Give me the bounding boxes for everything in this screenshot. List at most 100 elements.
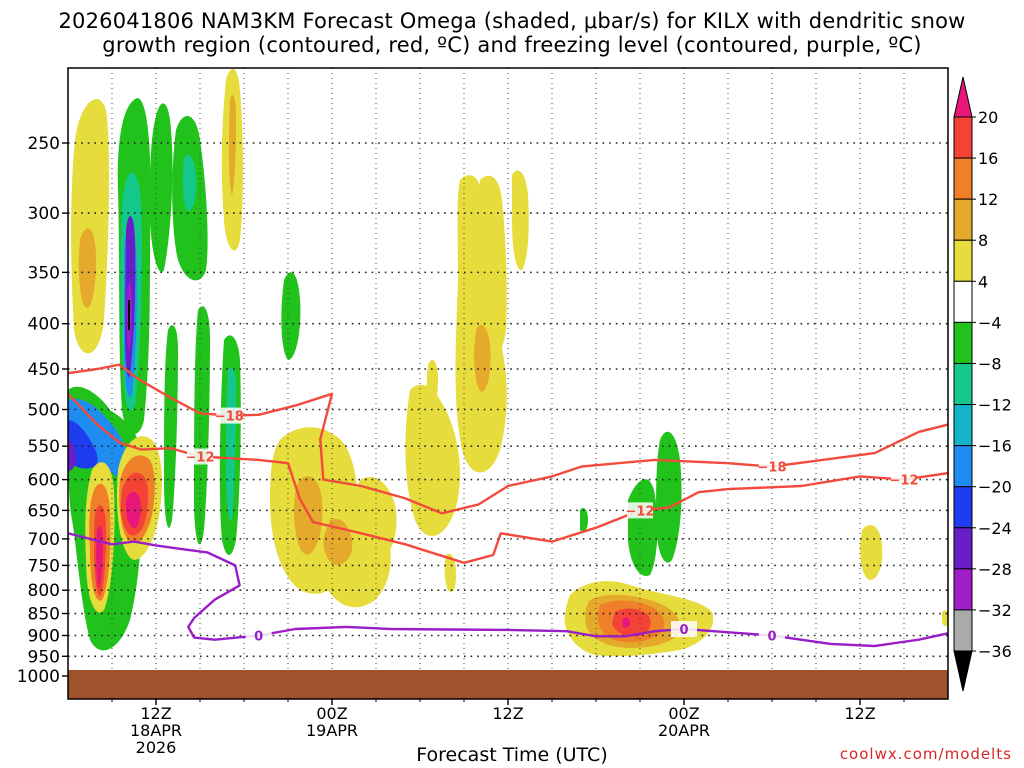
y-tick-label: 900 [28, 626, 60, 646]
contour-label: −18 [758, 461, 787, 476]
omega-shade-region [426, 360, 438, 409]
y-tick-label: 950 [28, 647, 60, 667]
contour-label-bg [759, 458, 785, 475]
colorbar-label: 16 [978, 149, 998, 168]
x-axis-label: Forecast Time (UTC) [416, 744, 608, 766]
colorbar-label: −28 [978, 560, 1012, 579]
omega-shade-region [128, 300, 130, 330]
omega-shade-region [480, 175, 507, 353]
x-tick-label: 00Z [668, 704, 699, 723]
omega-shade-region [228, 95, 236, 195]
x-tick-label: 12Z [844, 704, 875, 723]
colorbar-swatch [953, 362, 973, 406]
colorbar-label: 20 [978, 108, 998, 127]
omega-shade-region [455, 175, 507, 473]
contour-label-bg [759, 627, 785, 644]
y-tick-label: 750 [28, 556, 60, 576]
y-tick-label: 300 [28, 204, 60, 224]
colorbar-label: −16 [978, 437, 1012, 456]
colorbar-swatch [953, 527, 973, 570]
contour-label: 0 [254, 629, 263, 644]
contour-label-bg [216, 407, 243, 424]
y-tick-label: 500 [28, 401, 60, 421]
omega-shade-region [281, 272, 301, 360]
omega-shade-region [622, 617, 630, 628]
x-tick-label: 20APR [658, 721, 710, 740]
contour-label-bg [627, 502, 653, 519]
colorbar-top-arrow [953, 76, 973, 118]
colorbar-label: −4 [978, 313, 1002, 332]
y-tick-label: 700 [28, 530, 60, 550]
omega-shade-region [444, 553, 456, 592]
contour-label: 0 [767, 629, 776, 644]
colorbar-label: 12 [978, 190, 998, 209]
contour-label: −18 [215, 410, 244, 425]
colorbar-label: 4 [978, 272, 988, 291]
omega-shade-region [942, 610, 948, 627]
omega-shade-region [150, 103, 173, 272]
colorbar-swatch [953, 157, 973, 200]
contour-label-bg [187, 448, 213, 465]
colorbar-swatch [953, 280, 973, 323]
omega-shade-region [194, 306, 210, 545]
contour-label: −12 [186, 450, 215, 465]
colorbar-label: 8 [978, 231, 988, 250]
y-axis: 2503003504004505005506006507007508008509… [17, 134, 68, 687]
colorbar-label: −20 [978, 478, 1012, 497]
x-tick-label: 00Z [316, 704, 347, 723]
omega-shade-region [474, 325, 491, 392]
x-tick-label: 19APR [306, 721, 358, 740]
omega-shade-region [182, 155, 197, 211]
y-tick-label: 250 [28, 134, 60, 154]
site-credit: coolwx.com/modelts [839, 745, 1012, 763]
colorbar-swatch [953, 568, 973, 611]
omega-shade-region [226, 367, 236, 521]
colorbar-label: −32 [978, 601, 1012, 620]
omega-shade-region [860, 525, 883, 580]
colorbar-swatch [953, 404, 973, 447]
y-tick-label: 400 [28, 315, 60, 335]
colorbar-label: −8 [978, 354, 1002, 373]
omega-shade-region [580, 508, 588, 532]
contour-label: −12 [626, 504, 655, 519]
y-tick-label: 800 [28, 581, 60, 601]
omega-shade-region [78, 228, 96, 308]
omega-shade-region [71, 99, 110, 354]
colorbar-swatch [953, 321, 973, 364]
colorbar-label: −24 [978, 519, 1012, 538]
contour-label-bg [891, 471, 917, 488]
colorbar-label: −36 [978, 642, 1012, 661]
isotherm-line [68, 363, 948, 515]
chart-title-line-2: growth region (contoured, red, ºC) and f… [102, 33, 922, 57]
contour-label-bg [245, 627, 272, 644]
colorbar-label: −12 [978, 396, 1012, 415]
colorbar-legend: 20 16 12 8 4 −4 −8 −12 −16 −20 −24 −28 −32 −36 [953, 76, 1012, 692]
x-tick-label: 2026 [136, 738, 177, 757]
contour-label: 0 [679, 623, 688, 638]
x-tick-label: 12Z [492, 704, 523, 723]
contour-label: −12 [890, 474, 919, 489]
omega-shade-region [164, 325, 178, 528]
x-tick-label: 12Z [140, 704, 171, 723]
y-tick-label: 1000 [17, 667, 60, 687]
omega-shade-region [628, 479, 658, 576]
colorbar-swatch [953, 239, 973, 282]
x-tick-label: 18APR [130, 721, 182, 740]
y-tick-label: 850 [28, 605, 60, 625]
isotherm-line [68, 532, 948, 648]
omega-shade-region [68, 440, 76, 471]
colorbar-swatch [953, 609, 973, 652]
colorbar-swatch [953, 198, 973, 241]
omega-shade-region [405, 384, 460, 537]
chart-title-line-1: 2026041806 NAM3KM Forecast Omega (shaded… [58, 9, 966, 33]
omega-shading-layer [68, 69, 948, 657]
y-tick-label: 600 [28, 471, 60, 491]
omega-shade-region [612, 608, 651, 637]
y-tick-label: 550 [28, 437, 60, 457]
omega-shade-region [126, 491, 141, 529]
colorbar-bottom-arrow [953, 650, 973, 692]
omega-shade-region [512, 170, 529, 271]
y-tick-label: 350 [28, 263, 60, 283]
